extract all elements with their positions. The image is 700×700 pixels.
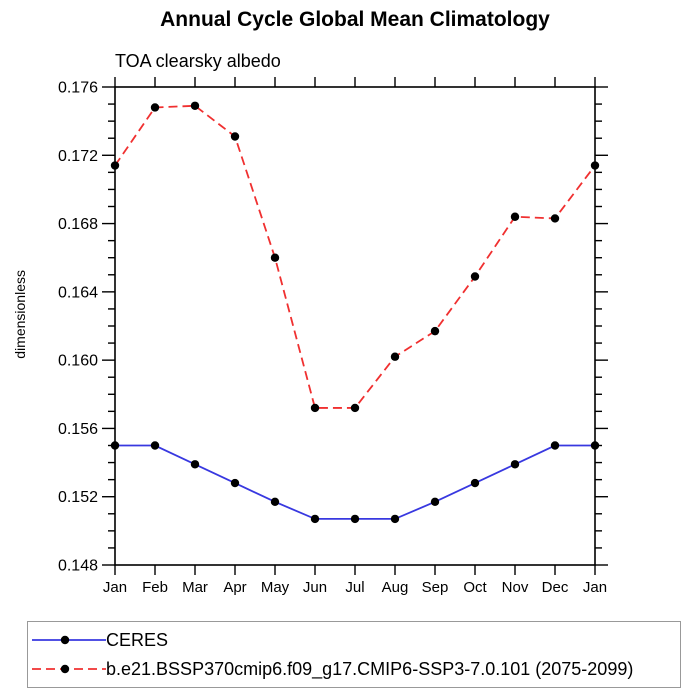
data-point: [590, 161, 600, 170]
series-line-model: [114, 104, 596, 409]
x-tick-label: Feb: [142, 579, 168, 596]
chart-title: Annual Cycle Global Mean Climatology: [160, 8, 550, 31]
series-line-ceres: [115, 444, 595, 520]
data-point: [550, 214, 560, 223]
data-point: [510, 212, 520, 221]
legend-marker-icon: [60, 664, 70, 674]
data-point: [230, 132, 240, 141]
y-tick-label: 0.176: [58, 80, 98, 97]
data-point: [390, 352, 400, 361]
data-point: [430, 497, 440, 507]
x-tick-label: Jul: [345, 579, 364, 596]
legend-marker-icon: [60, 635, 70, 645]
y-tick-label: 0.148: [58, 558, 98, 575]
legend-item-model: b.e21.BSSP370cmip6.f09_g17.CMIP6-SSP3-7.…: [32, 654, 633, 684]
data-point: [310, 514, 320, 524]
x-tick-label: Oct: [463, 579, 487, 596]
legend-box: CERES b.e21.BSSP370cmip6.f09_g17.CMIP6-S…: [27, 621, 681, 688]
legend-line-sample-model: [32, 664, 106, 674]
x-tick-label: Sep: [422, 579, 449, 596]
chart-subtitle: TOA clearsky albedo: [115, 51, 281, 71]
legend-label-model: b.e21.BSSP370cmip6.f09_g17.CMIP6-SSP3-7.…: [106, 659, 634, 679]
x-tick-label: Nov: [502, 579, 529, 596]
data-point: [150, 441, 160, 450]
data-point: [510, 460, 520, 469]
x-tick-label: Jun: [303, 579, 327, 596]
x-tick-label: May: [261, 579, 290, 596]
y-tick-label: 0.172: [58, 148, 98, 165]
legend-label-ceres: CERES: [106, 630, 169, 650]
data-point: [230, 478, 240, 488]
data-point: [430, 326, 440, 336]
x-tick-label: Mar: [182, 579, 208, 596]
y-tick-label: 0.156: [58, 421, 98, 438]
data-point: [270, 497, 280, 507]
data-point: [270, 253, 280, 262]
data-point: [350, 514, 360, 524]
y-tick-label: 0.168: [58, 216, 98, 233]
x-tick-label: Apr: [223, 579, 246, 596]
legend-item-ceres: CERES: [32, 625, 168, 655]
data-point: [190, 460, 200, 469]
data-point: [110, 441, 120, 450]
data-point: [150, 103, 160, 112]
data-point: [350, 403, 360, 413]
y-tick-label: 0.152: [58, 489, 98, 506]
legend-line-sample-ceres: [32, 635, 106, 645]
data-point: [390, 514, 400, 524]
plot-frame: [114, 86, 596, 566]
data-point: [470, 272, 480, 281]
data-point: [190, 101, 200, 110]
x-tick-label: Aug: [382, 579, 409, 596]
x-tick-label: Jan: [583, 579, 607, 596]
x-tick-label: Jan: [103, 579, 127, 596]
data-point: [110, 161, 120, 170]
data-point: [590, 441, 600, 450]
data-point: [310, 403, 320, 413]
data-point: [550, 441, 560, 450]
data-point: [470, 478, 480, 488]
y-tick-label: 0.164: [58, 284, 98, 301]
y-tick-label: 0.160: [58, 353, 98, 370]
x-tick-label: Dec: [542, 579, 569, 596]
